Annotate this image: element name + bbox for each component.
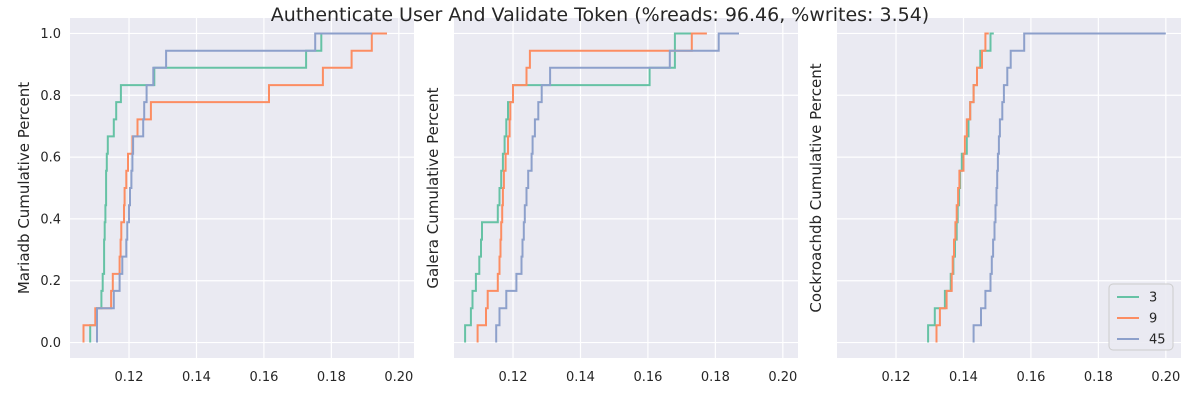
y-tick-label: 0.0 [40, 336, 61, 351]
y-axis-label: Cockroachdb Cumulative Percent [807, 63, 825, 312]
panel-1: 0.12 0.14 0.16 0.18 0.20 0.0 0.2 0.4 0.6 0.8 1.0 Ma… [15, 18, 414, 385]
series-line-9 [476, 32, 707, 343]
series-line-3 [464, 32, 696, 343]
x-tick-label: 0.14 [949, 370, 978, 385]
series-line-45 [972, 32, 1166, 343]
legend-box [1108, 283, 1174, 351]
legend-label-3: 3 [1149, 291, 1157, 306]
y-axis-label: Mariadb Cumulative Percent [15, 82, 33, 294]
y-tick-label: 0.2 [40, 274, 61, 289]
x-tick-label: 0.20 [768, 370, 797, 385]
x-tick-label: 0.14 [566, 370, 595, 385]
y-tick-label: 0.6 [40, 151, 61, 166]
y-tick-label: 0.4 [40, 212, 61, 227]
x-tick-label: 0.16 [633, 370, 662, 385]
plot-background [70, 18, 414, 358]
x-tick-label: 0.18 [317, 370, 346, 385]
y-tick-label: 0.8 [40, 89, 61, 104]
x-tick-label: 0.12 [115, 370, 144, 385]
plot-background [454, 18, 798, 358]
x-tick-label: 0.12 [499, 370, 528, 385]
panel-2: 0.12 0.14 0.16 0.18 0.20 Galera Cumulative Pe… [424, 18, 798, 385]
series-line-45 [96, 32, 372, 343]
x-tick-label: 0.18 [701, 370, 730, 385]
y-tick-label: 1.0 [40, 27, 61, 42]
legend-label-45: 45 [1149, 333, 1166, 348]
x-tick-label: 0.18 [1084, 370, 1113, 385]
y-axis-label: Galera Cumulative Percent [424, 87, 442, 288]
legend-label-9: 9 [1149, 312, 1157, 327]
x-tick-label: 0.16 [1016, 370, 1045, 385]
legend: 3 9 45 [1108, 283, 1174, 351]
series-line-45 [495, 32, 739, 343]
x-tick-label: 0.20 [1151, 370, 1180, 385]
x-tick-label: 0.12 [882, 370, 911, 385]
chart-title: Authenticate User And Validate Token (%r… [270, 4, 930, 26]
x-tick-label: 0.14 [182, 370, 211, 385]
x-tick-label: 0.16 [249, 370, 278, 385]
series-line-9 [935, 32, 989, 343]
x-tick-label: 0.20 [384, 370, 413, 385]
